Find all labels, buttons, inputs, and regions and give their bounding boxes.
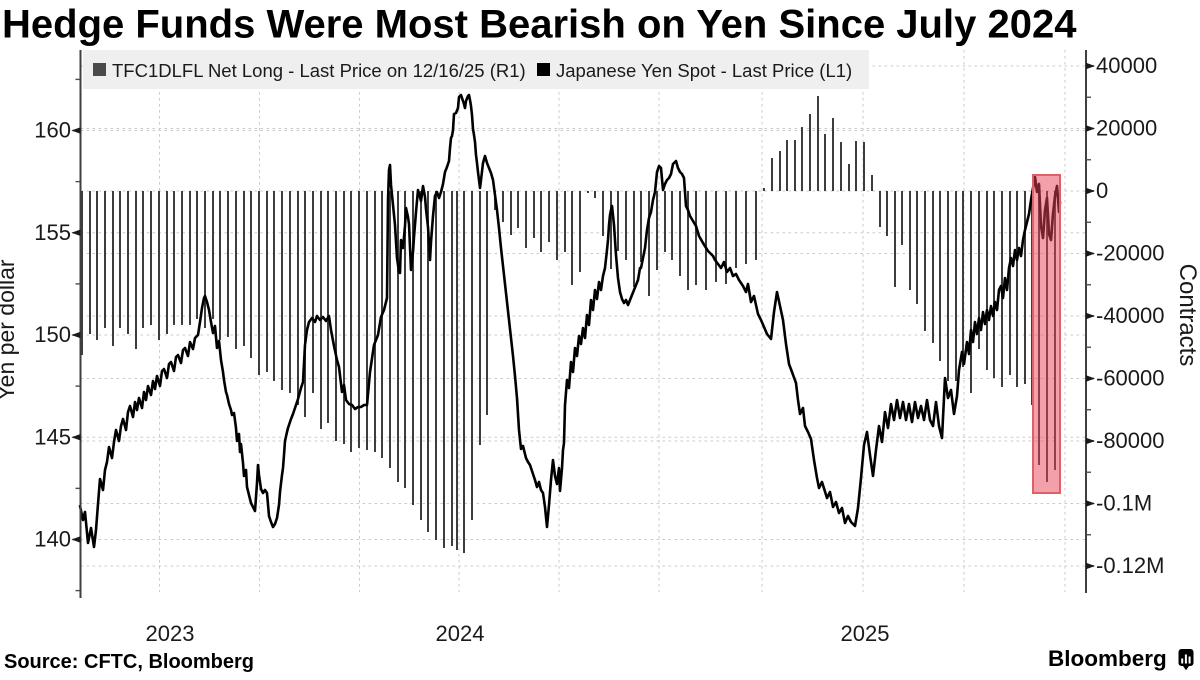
svg-text:20000: 20000 — [1096, 116, 1157, 141]
svg-text:160: 160 — [34, 118, 71, 143]
svg-text:150: 150 — [34, 322, 71, 347]
svg-text:-40000: -40000 — [1096, 303, 1165, 328]
svg-text:Source: CFTC, Bloomberg: Source: CFTC, Bloomberg — [4, 651, 254, 673]
svg-text:155: 155 — [34, 220, 71, 245]
svg-text:40000: 40000 — [1096, 53, 1157, 78]
svg-text:Japanese Yen Spot - Last Price: Japanese Yen Spot - Last Price (L1) — [556, 60, 852, 81]
svg-text:2025: 2025 — [841, 621, 890, 646]
svg-text:140: 140 — [34, 527, 71, 552]
svg-text:145: 145 — [34, 424, 71, 449]
svg-text:-20000: -20000 — [1096, 241, 1165, 266]
svg-text:Hedge Funds Were Most Bearish: Hedge Funds Were Most Bearish on Yen Sin… — [2, 3, 1077, 47]
svg-text:0: 0 — [1096, 178, 1108, 203]
svg-text:Bloomberg: Bloomberg — [1048, 646, 1167, 671]
svg-text:-0.1M: -0.1M — [1096, 491, 1152, 516]
svg-text:-60000: -60000 — [1096, 366, 1165, 391]
svg-text:-0.12M: -0.12M — [1096, 553, 1164, 578]
svg-text:-80000: -80000 — [1096, 428, 1165, 453]
svg-text:2024: 2024 — [436, 621, 485, 646]
svg-text:TFC1DLFL Net Long - Last Price: TFC1DLFL Net Long - Last Price on 12/16/… — [112, 60, 526, 81]
svg-text:Contracts: Contracts — [1174, 264, 1200, 367]
svg-text:Yen per dollar: Yen per dollar — [0, 259, 19, 400]
svg-text:2023: 2023 — [146, 621, 195, 646]
